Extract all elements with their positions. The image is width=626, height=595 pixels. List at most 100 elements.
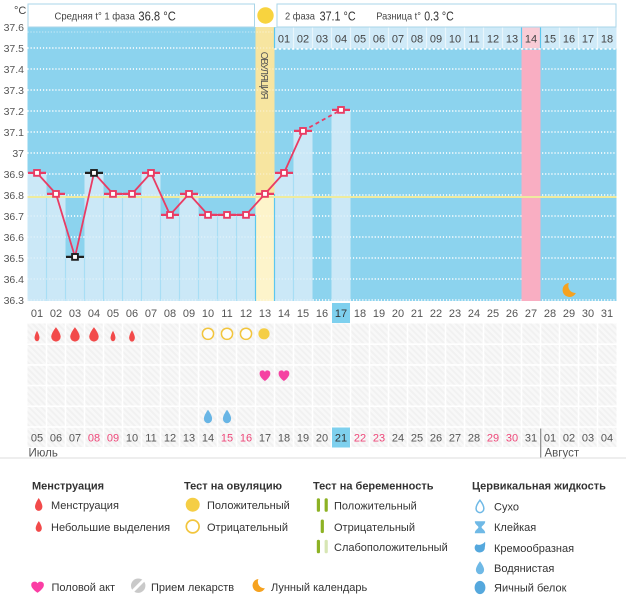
svg-text:Небольшие выделения: Небольшие выделения (51, 522, 170, 534)
svg-text:Слабоположительный: Слабоположительный (334, 542, 448, 554)
svg-text:12: 12 (240, 308, 252, 320)
svg-text:Отрицательный: Отрицательный (334, 522, 415, 534)
svg-text:Клейкая: Клейкая (494, 522, 536, 534)
svg-text:18: 18 (278, 433, 290, 445)
svg-text:30: 30 (506, 433, 518, 445)
svg-text:23: 23 (449, 308, 461, 320)
svg-text:26: 26 (430, 433, 442, 445)
svg-text:16: 16 (563, 33, 575, 45)
svg-text:0.3 °C: 0.3 °C (424, 9, 454, 24)
svg-text:36.3: 36.3 (4, 295, 25, 307)
svg-text:17: 17 (582, 33, 594, 45)
svg-text:12: 12 (487, 33, 499, 45)
svg-text:36.9: 36.9 (4, 169, 25, 181)
svg-text:03: 03 (69, 308, 81, 320)
svg-text:2 фаза: 2 фаза (285, 11, 315, 23)
svg-text:24: 24 (392, 433, 404, 445)
svg-text:28: 28 (544, 308, 556, 320)
svg-text:37.4: 37.4 (4, 64, 25, 76)
svg-text:31: 31 (525, 433, 537, 445)
svg-text:37.3: 37.3 (4, 85, 25, 97)
svg-text:01: 01 (31, 308, 43, 320)
svg-text:29: 29 (487, 433, 499, 445)
svg-text:Сухо: Сухо (494, 502, 519, 514)
svg-text:21: 21 (411, 308, 423, 320)
svg-text:02: 02 (297, 33, 309, 45)
svg-text:Тест на овуляцию: Тест на овуляцию (184, 481, 282, 493)
svg-text:18: 18 (601, 33, 613, 45)
svg-text:36.8 °C: 36.8 °C (138, 9, 175, 24)
svg-text:26: 26 (506, 308, 518, 320)
svg-text:Положительный: Положительный (334, 501, 417, 513)
svg-text:37.1 °C: 37.1 °C (320, 9, 356, 24)
svg-text:Август: Август (545, 447, 580, 459)
svg-text:03: 03 (582, 433, 594, 445)
svg-text:01: 01 (278, 33, 290, 45)
svg-text:10: 10 (202, 308, 214, 320)
svg-text:20: 20 (316, 433, 328, 445)
svg-text:Менструация: Менструация (51, 500, 119, 512)
svg-text:06: 06 (373, 33, 385, 45)
svg-text:ОВУЛЯЦИЯ: ОВУЛЯЦИЯ (258, 52, 269, 100)
svg-text:36.4: 36.4 (4, 274, 25, 286)
svg-text:09: 09 (107, 433, 119, 445)
svg-text:37: 37 (12, 148, 24, 160)
svg-text:15: 15 (544, 33, 556, 45)
svg-text:22: 22 (430, 308, 442, 320)
svg-text:04: 04 (88, 308, 100, 320)
svg-text:25: 25 (487, 308, 499, 320)
svg-text:16: 16 (240, 433, 252, 445)
svg-text:Средняя t° 1 фаза: Средняя t° 1 фаза (55, 11, 136, 23)
svg-text:Половой акт: Половой акт (52, 582, 116, 594)
svg-text:17: 17 (335, 308, 347, 320)
svg-text:08: 08 (411, 33, 423, 45)
svg-text:22: 22 (354, 433, 366, 445)
svg-text:09: 09 (183, 308, 195, 320)
svg-text:36.5: 36.5 (4, 253, 25, 265)
svg-text:07: 07 (145, 308, 157, 320)
svg-text:04: 04 (335, 33, 347, 45)
svg-text:08: 08 (88, 433, 100, 445)
svg-text:08: 08 (164, 308, 176, 320)
svg-text:37.6: 37.6 (4, 22, 25, 34)
svg-text:14: 14 (278, 308, 290, 320)
svg-text:30: 30 (582, 308, 594, 320)
svg-text:Разница t°: Разница t° (376, 12, 421, 23)
svg-text:27: 27 (449, 433, 461, 445)
svg-text:07: 07 (392, 33, 404, 45)
svg-text:11: 11 (145, 433, 156, 445)
svg-text:23: 23 (373, 433, 385, 445)
svg-text:Менструация: Менструация (32, 481, 104, 493)
svg-text:05: 05 (107, 308, 119, 320)
svg-text:09: 09 (430, 33, 442, 45)
svg-text:36.6: 36.6 (4, 232, 25, 244)
svg-text:36.8: 36.8 (4, 190, 25, 202)
svg-text:24: 24 (468, 308, 480, 320)
svg-text:15: 15 (297, 308, 309, 320)
svg-text:36.7: 36.7 (4, 211, 25, 223)
svg-text:11: 11 (468, 33, 479, 45)
svg-text:13: 13 (183, 433, 195, 445)
svg-text:13: 13 (506, 33, 518, 45)
svg-text:05: 05 (31, 433, 43, 445)
svg-text:Кремообразная: Кремообразная (494, 543, 574, 555)
svg-text:06: 06 (50, 433, 62, 445)
svg-text:05: 05 (354, 33, 366, 45)
svg-text:Июль: Июль (29, 447, 58, 459)
svg-text:28: 28 (468, 433, 480, 445)
svg-text:10: 10 (126, 433, 138, 445)
svg-text:02: 02 (50, 308, 62, 320)
svg-text:Отрицательный: Отрицательный (207, 522, 288, 534)
svg-text:25: 25 (411, 433, 423, 445)
svg-text:20: 20 (392, 308, 404, 320)
svg-text:11: 11 (221, 308, 232, 320)
svg-text:15: 15 (221, 433, 233, 445)
svg-text:Цервикальная жидкость: Цервикальная жидкость (472, 481, 606, 493)
svg-text:07: 07 (69, 433, 81, 445)
svg-text:19: 19 (373, 308, 385, 320)
svg-text:14: 14 (202, 433, 214, 445)
svg-text:01: 01 (544, 433, 556, 445)
svg-text:Водянистая: Водянистая (494, 563, 554, 575)
svg-text:13: 13 (259, 308, 271, 320)
svg-text:12: 12 (164, 433, 176, 445)
